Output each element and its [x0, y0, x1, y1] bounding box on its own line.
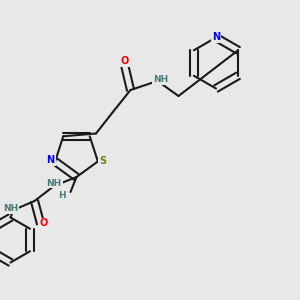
Text: O: O — [120, 56, 129, 67]
Text: NH: NH — [3, 204, 18, 213]
Text: H: H — [58, 190, 65, 200]
Text: NH: NH — [46, 178, 62, 188]
Text: N: N — [46, 155, 55, 165]
Text: N: N — [212, 32, 220, 43]
Text: O: O — [39, 218, 48, 229]
Text: NH: NH — [153, 75, 168, 84]
Text: S: S — [99, 157, 106, 166]
